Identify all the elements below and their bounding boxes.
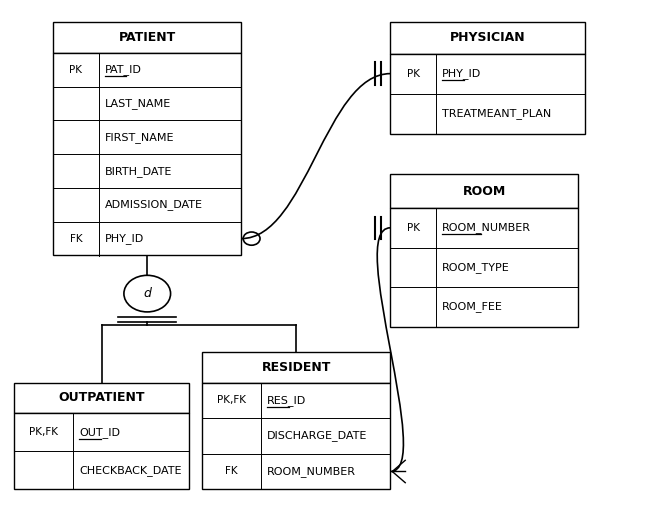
Bar bbox=[14, 383, 189, 413]
Text: d: d bbox=[143, 287, 151, 300]
Text: FIRST_NAME: FIRST_NAME bbox=[105, 132, 174, 143]
Text: BIRTH_DATE: BIRTH_DATE bbox=[105, 166, 173, 176]
Text: ROOM_TYPE: ROOM_TYPE bbox=[442, 262, 510, 273]
Text: FK: FK bbox=[70, 234, 82, 244]
Bar bbox=[53, 22, 242, 53]
Text: PK: PK bbox=[406, 68, 419, 79]
Text: OUT_ID: OUT_ID bbox=[79, 427, 120, 437]
Text: PHY_ID: PHY_ID bbox=[105, 233, 145, 244]
Bar bbox=[391, 22, 585, 54]
Text: DISCHARGE_DATE: DISCHARGE_DATE bbox=[267, 430, 368, 442]
Text: LAST_NAME: LAST_NAME bbox=[105, 98, 171, 109]
Bar bbox=[202, 383, 391, 489]
Bar bbox=[391, 208, 578, 327]
Text: ADMISSION_DATE: ADMISSION_DATE bbox=[105, 199, 203, 211]
Text: PATIENT: PATIENT bbox=[118, 31, 176, 44]
Text: PK: PK bbox=[406, 223, 419, 233]
Text: ROOM_NUMBER: ROOM_NUMBER bbox=[267, 466, 356, 477]
Bar bbox=[391, 54, 585, 133]
Text: PK,FK: PK,FK bbox=[29, 427, 58, 437]
Text: CHECKBACK_DATE: CHECKBACK_DATE bbox=[79, 465, 182, 476]
Text: TREATMEANT_PLAN: TREATMEANT_PLAN bbox=[442, 108, 551, 119]
Text: PHYSICIAN: PHYSICIAN bbox=[450, 31, 525, 44]
Text: FK: FK bbox=[225, 467, 238, 476]
Text: ROOM: ROOM bbox=[463, 184, 506, 198]
Bar bbox=[14, 413, 189, 489]
Bar bbox=[202, 352, 391, 383]
Text: PK: PK bbox=[70, 65, 83, 75]
Text: RES_ID: RES_ID bbox=[267, 395, 307, 406]
Bar bbox=[391, 174, 578, 208]
Bar bbox=[53, 53, 242, 256]
Text: ROOM_NUMBER: ROOM_NUMBER bbox=[442, 222, 531, 234]
Text: PHY_ID: PHY_ID bbox=[442, 68, 482, 79]
Text: PAT_ID: PAT_ID bbox=[105, 64, 142, 75]
Text: PK,FK: PK,FK bbox=[217, 396, 246, 405]
Text: RESIDENT: RESIDENT bbox=[262, 361, 331, 374]
Text: OUTPATIENT: OUTPATIENT bbox=[59, 391, 145, 404]
Text: ROOM_FEE: ROOM_FEE bbox=[442, 301, 503, 312]
